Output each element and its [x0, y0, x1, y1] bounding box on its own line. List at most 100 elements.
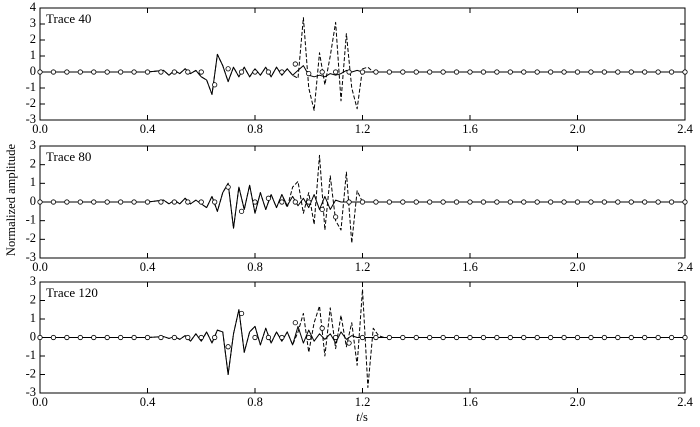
- marker: [494, 199, 500, 205]
- marker: [306, 334, 312, 341]
- x-tick-label: 0.8: [247, 122, 263, 136]
- marker: [37, 334, 43, 341]
- marker: [427, 69, 433, 75]
- marker: [346, 199, 352, 205]
- marker: [91, 69, 97, 75]
- y-tick-label: 1: [30, 311, 36, 325]
- marker: [440, 334, 446, 341]
- marker: [292, 199, 298, 205]
- marker: [131, 334, 137, 341]
- marker: [359, 69, 366, 75]
- marker: [252, 69, 258, 75]
- trace-label: Trace 120: [46, 285, 98, 300]
- marker: [480, 199, 487, 205]
- marker: [507, 69, 513, 75]
- marker: [225, 184, 231, 190]
- marker: [440, 199, 446, 205]
- y-tick-label: 3: [30, 274, 36, 288]
- marker: [467, 199, 473, 205]
- y-tick-label: 1: [30, 175, 36, 189]
- x-tick-label: 1.2: [355, 122, 371, 136]
- y-tick-label: 1: [30, 48, 36, 62]
- x-tick-label: 2.0: [570, 395, 586, 409]
- marker: [306, 199, 312, 205]
- marker: [198, 334, 204, 341]
- marker: [588, 199, 594, 205]
- y-tick-label: -1: [26, 348, 36, 362]
- panel: -3 -2 -1 0 1 2 3 4 0.0 0.4 0.8 1.2 1.6 2.0 2.4 Trace 40: [26, 0, 694, 136]
- marker: [333, 334, 339, 341]
- marker: [333, 214, 339, 220]
- marker: [265, 195, 272, 201]
- marker: [574, 334, 581, 341]
- marker: [413, 199, 419, 205]
- marker: [386, 334, 392, 341]
- marker: [279, 334, 285, 341]
- marker: [507, 334, 513, 341]
- marker: [453, 199, 460, 205]
- solid-trace: [40, 309, 685, 375]
- marker: [212, 82, 218, 88]
- marker: [642, 199, 648, 205]
- marker: [561, 69, 567, 75]
- marker: [171, 334, 177, 341]
- marker: [534, 199, 540, 205]
- marker: [655, 334, 661, 341]
- marker: [601, 69, 607, 75]
- marker: [521, 69, 527, 75]
- marker: [158, 69, 164, 75]
- y-tick-label: -3: [26, 250, 36, 264]
- marker: [292, 320, 298, 326]
- marker: [440, 69, 446, 75]
- marker: [158, 199, 164, 205]
- marker: [252, 334, 258, 341]
- marker: [682, 69, 688, 75]
- marker: [238, 310, 245, 317]
- marker: [319, 69, 325, 75]
- marker: [118, 199, 124, 205]
- marker: [386, 69, 392, 75]
- marker: [118, 69, 124, 75]
- marker: [467, 334, 473, 341]
- marker: [628, 69, 634, 75]
- dashed-trace: [40, 288, 685, 388]
- y-tick-label: 2: [30, 157, 36, 171]
- marker: [427, 334, 433, 341]
- marker: [574, 69, 581, 75]
- marker: [104, 69, 110, 75]
- marker: [561, 199, 567, 205]
- marker: [64, 334, 70, 341]
- y-tick-label: -2: [26, 96, 36, 110]
- x-tick-label: 2.4: [677, 260, 693, 274]
- marker: [359, 199, 366, 205]
- trace-label: Trace 80: [46, 149, 91, 164]
- marker: [131, 69, 137, 75]
- marker: [185, 334, 191, 341]
- marker: [77, 69, 83, 75]
- x-tick-label: 2.0: [570, 122, 586, 136]
- marker: [453, 334, 460, 341]
- marker: [144, 334, 151, 341]
- marker: [494, 69, 500, 75]
- marker: [453, 69, 460, 75]
- marker: [77, 199, 83, 205]
- marker: [628, 334, 634, 341]
- marker: [171, 69, 177, 75]
- marker: [198, 69, 204, 75]
- x-axis-label-variable: t: [356, 410, 360, 424]
- plot-frame: [39, 7, 686, 121]
- marker: [668, 199, 675, 205]
- y-tick-label: -3: [26, 112, 36, 126]
- marker: [265, 334, 272, 341]
- marker: [386, 199, 392, 205]
- x-tick-label: 2.4: [677, 122, 693, 136]
- y-tick-label: 2: [30, 32, 36, 46]
- marker: [64, 69, 70, 75]
- marker: [427, 199, 433, 205]
- marker: [252, 199, 258, 205]
- marker: [238, 69, 245, 75]
- marker: [265, 69, 272, 75]
- y-tick-label: 2: [30, 292, 36, 306]
